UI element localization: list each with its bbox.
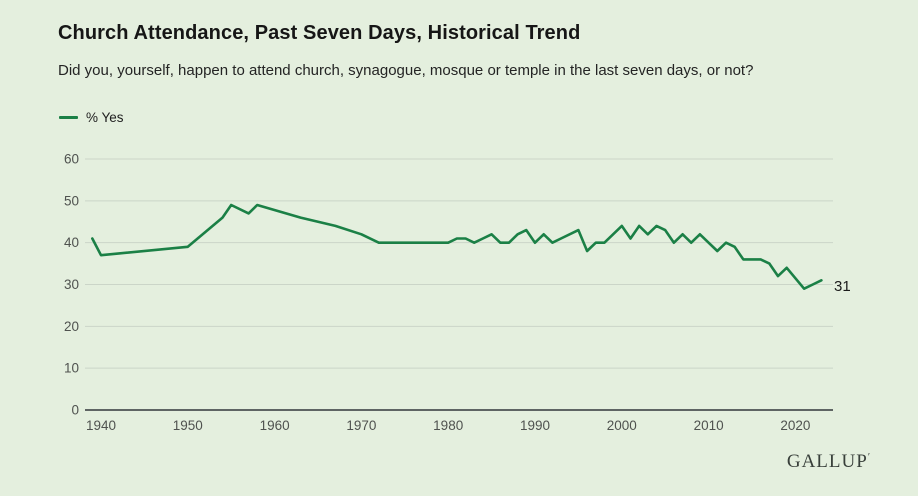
x-tick-label: 2010 (694, 418, 724, 433)
x-tick-label: 1980 (433, 418, 463, 433)
x-tick-label: 1960 (260, 418, 290, 433)
chart-subtitle: Did you, yourself, happen to attend chur… (58, 62, 754, 79)
gallup-logo-mark: ′ (867, 452, 870, 463)
trend-line (91, 203, 823, 291)
y-tick-label: 0 (71, 403, 79, 418)
y-tick-label: 50 (64, 193, 79, 208)
y-tick-label: 60 (64, 152, 79, 167)
legend: % Yes (59, 110, 124, 125)
y-tick-label: 10 (64, 361, 79, 376)
chart-title: Church Attendance, Past Seven Days, Hist… (58, 22, 581, 44)
x-tick-label: 1950 (173, 418, 203, 433)
x-tick-label: 2000 (607, 418, 637, 433)
x-tick-label: 1940 (86, 418, 116, 433)
y-tick-label: 30 (64, 277, 79, 292)
x-tick-label: 2020 (780, 418, 810, 433)
y-tick-label: 40 (64, 235, 79, 250)
legend-series-label: % Yes (86, 110, 124, 125)
line-swatch-icon (59, 116, 78, 119)
end-value-label: 31 (834, 278, 851, 295)
x-tick-label: 1970 (346, 418, 376, 433)
gallup-logo-text: GALLUP (786, 451, 868, 472)
gallup-logo: GALLUP′ (787, 451, 870, 473)
y-tick-label: 20 (64, 319, 79, 334)
x-tick-label: 1990 (520, 418, 550, 433)
